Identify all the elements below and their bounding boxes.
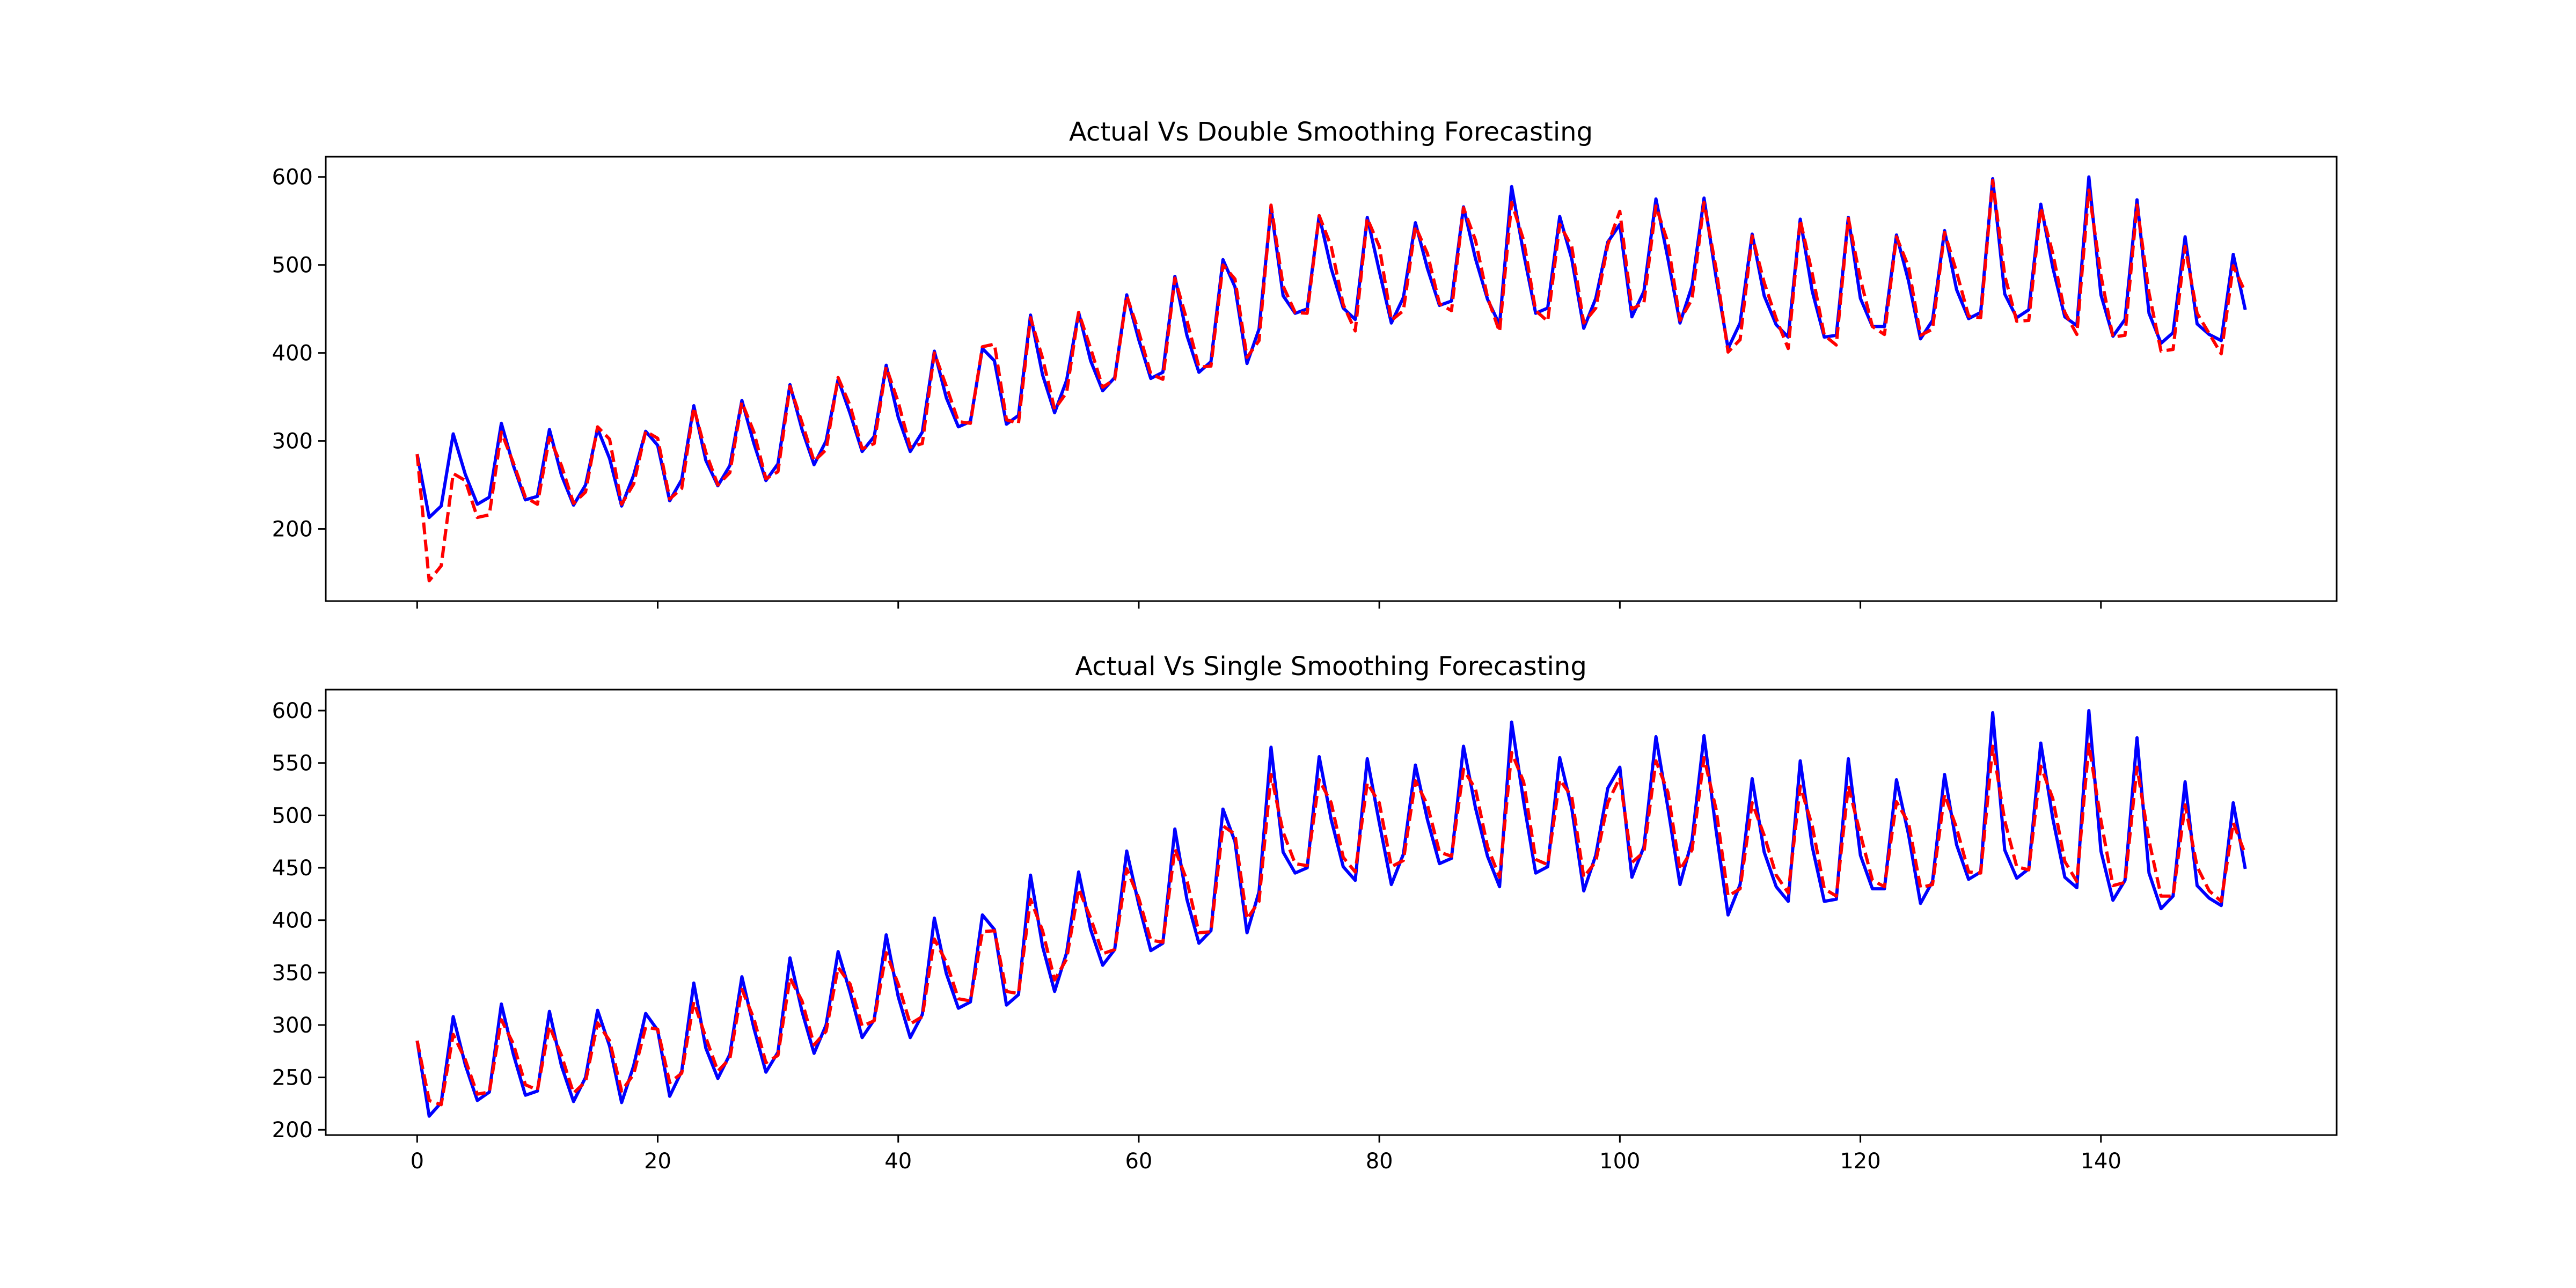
tick-layer: 0 20 40 60 80 100 120 140 200 250 300 350 400 450 500 5… bbox=[272, 699, 2121, 1174]
y-tick-label: 300 bbox=[272, 429, 313, 454]
y-tick-label: 350 bbox=[272, 961, 313, 985]
y-tick-label: 500 bbox=[272, 803, 313, 828]
actual-series-line bbox=[415, 709, 2247, 1118]
y-tick-label: 250 bbox=[272, 1066, 313, 1091]
x-tick-label: 80 bbox=[1366, 1149, 1393, 1174]
series-layer bbox=[415, 175, 2247, 583]
x-tick-label: 0 bbox=[411, 1149, 424, 1174]
x-tick-label: 100 bbox=[1599, 1149, 1640, 1174]
tick-layer: 200 300 400 500 600 bbox=[272, 165, 2102, 609]
y-tick-label: 200 bbox=[272, 1118, 313, 1143]
y-tick-label: 300 bbox=[272, 1013, 313, 1038]
y-tick-label: 600 bbox=[272, 699, 313, 723]
subplot-single-smoothing: Actual Vs Single Smoothing Forecasting 0… bbox=[272, 652, 2338, 1174]
y-tick-label: 200 bbox=[272, 517, 313, 542]
y-tick-label: 400 bbox=[272, 909, 313, 933]
forecast-series-line bbox=[415, 742, 2247, 1107]
x-tick-label: 40 bbox=[884, 1149, 912, 1174]
series-layer bbox=[415, 709, 2247, 1118]
x-tick-label: 140 bbox=[2081, 1149, 2121, 1174]
subplot-title-double: Actual Vs Double Smoothing Forecasting bbox=[1069, 117, 1593, 147]
plot-frame-double bbox=[325, 156, 2338, 602]
forecast-series-line bbox=[415, 179, 2247, 583]
y-tick-label: 550 bbox=[272, 751, 313, 776]
actual-series-line bbox=[415, 175, 2247, 519]
x-tick-label: 120 bbox=[1840, 1149, 1880, 1174]
y-tick-label: 600 bbox=[272, 165, 313, 190]
x-tick-label: 20 bbox=[644, 1149, 671, 1174]
y-tick-label: 400 bbox=[272, 341, 313, 366]
x-tick-label: 60 bbox=[1125, 1149, 1152, 1174]
y-tick-label: 500 bbox=[272, 253, 313, 278]
subplot-title-single: Actual Vs Single Smoothing Forecasting bbox=[1075, 652, 1587, 682]
plot-frame-single bbox=[325, 689, 2338, 1136]
y-tick-label: 450 bbox=[272, 856, 313, 881]
subplot-double-smoothing: Actual Vs Double Smoothing Forecasting 2… bbox=[272, 117, 2338, 609]
